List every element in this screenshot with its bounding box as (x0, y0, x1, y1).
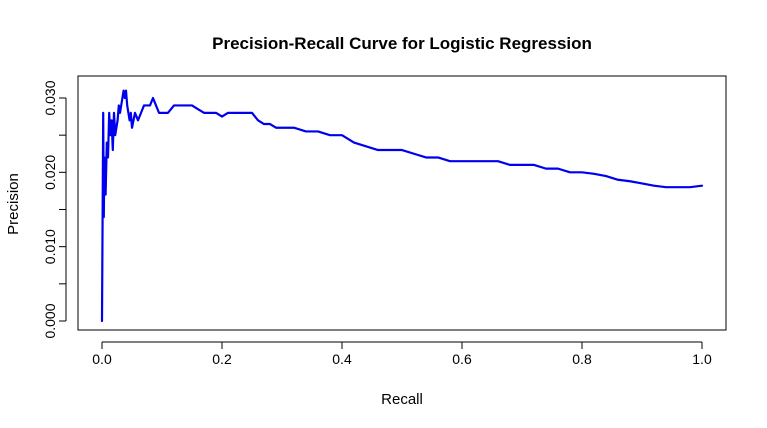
y-tick-label: 0.000 (42, 303, 58, 338)
x-tick-label: 1.0 (692, 351, 712, 367)
x-tick-label: 0.0 (92, 351, 112, 367)
x-tick-label: 0.4 (332, 351, 352, 367)
y-tick-label: 0.020 (42, 155, 58, 190)
y-axis-label: Precision (5, 173, 22, 235)
x-tick-label: 0.2 (212, 351, 232, 367)
plot-frame (77, 75, 727, 331)
series-layer (100, 89, 704, 323)
series-line (100, 89, 704, 323)
y-tick-label: 0.030 (42, 80, 58, 115)
y-axis: 0.000 0.010 0.020 0.030 (42, 80, 67, 339)
chart-title: Precision-Recall Curve for Logistic Regr… (212, 34, 592, 53)
x-axis: 0.0 0.2 0.4 0.6 0.8 1.0 (92, 341, 712, 367)
x-tick-label: 0.6 (452, 351, 472, 367)
x-tick-label: 0.8 (572, 351, 592, 367)
x-axis-label: Recall (381, 391, 423, 408)
y-tick-label: 0.010 (42, 229, 58, 264)
